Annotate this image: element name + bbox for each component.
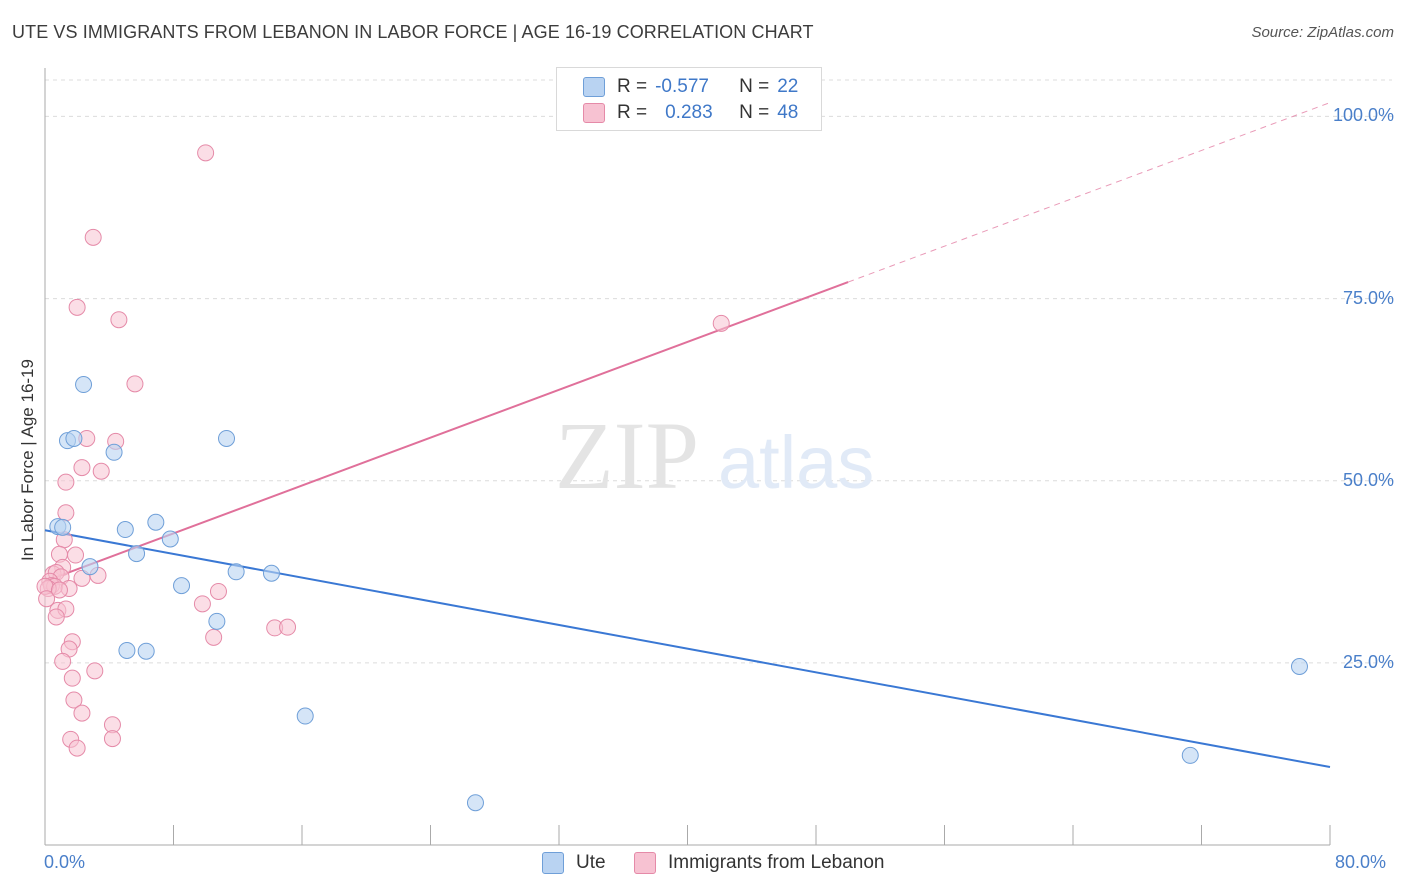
point-lebanon[interactable]: [47, 608, 65, 626]
point-ute[interactable]: [208, 612, 226, 630]
point-ute[interactable]: [118, 641, 136, 659]
series-legend-ute-label: Ute: [576, 852, 606, 873]
legend-n-label: N =: [739, 102, 770, 123]
point-lebanon[interactable]: [73, 569, 91, 587]
point-lebanon[interactable]: [126, 375, 144, 393]
point-lebanon[interactable]: [57, 504, 75, 522]
point-lebanon[interactable]: [63, 669, 81, 687]
point-ute[interactable]: [81, 558, 99, 576]
legend-row-ute: R = -0.577 N = 22: [583, 75, 798, 99]
legend-r-value-lebanon: 0.283: [665, 102, 713, 123]
point-lebanon[interactable]: [92, 462, 110, 480]
point-lebanon[interactable]: [57, 473, 75, 491]
point-lebanon[interactable]: [50, 581, 68, 599]
series-legend: Ute Immigrants from Lebanon: [0, 852, 1406, 878]
x-tick-max: 80.0%: [1335, 852, 1387, 872]
point-lebanon[interactable]: [68, 739, 86, 757]
watermark-atlas: atlas: [718, 421, 874, 504]
point-lebanon[interactable]: [103, 730, 121, 748]
axes: [44, 68, 1331, 846]
point-ute[interactable]: [65, 429, 83, 447]
point-ute[interactable]: [466, 794, 484, 812]
legend-n-value-lebanon: 48: [777, 102, 799, 123]
point-lebanon[interactable]: [38, 590, 56, 608]
point-lebanon[interactable]: [110, 311, 128, 329]
point-ute[interactable]: [105, 443, 123, 461]
source-credit: Source: ZipAtlas.com: [1251, 24, 1394, 41]
point-ute[interactable]: [173, 577, 191, 595]
x-tick-min: 0.0%: [44, 852, 86, 872]
grid-lines: [45, 79, 1392, 664]
stats-legend: R = -0.577 N = 22 R = 0.283 N = 48: [556, 67, 822, 131]
y-tick-label-100: 100.0%: [1332, 105, 1394, 126]
point-ute[interactable]: [227, 563, 245, 581]
point-ute[interactable]: [296, 707, 314, 725]
series-legend-ute[interactable]: Ute: [542, 852, 606, 874]
series-swatch-lebanon: [634, 852, 656, 874]
point-ute[interactable]: [128, 545, 146, 563]
trend-line-ute: [44, 529, 1331, 769]
point-ute[interactable]: [1290, 658, 1308, 675]
point-lebanon[interactable]: [73, 459, 91, 477]
trend-lines: [44, 102, 1331, 769]
point-lebanon[interactable]: [68, 298, 86, 316]
point-lebanon[interactable]: [279, 618, 297, 636]
watermark-zip: ZIP: [555, 402, 699, 509]
point-lebanon[interactable]: [205, 628, 223, 646]
trend-line-lebanon-extension: [847, 102, 1331, 283]
legend-n-value-ute: 22: [777, 76, 799, 97]
legend-r-value-ute: -0.577: [655, 76, 709, 97]
y-tick-label-25: 25.0%: [1342, 651, 1394, 672]
point-ute[interactable]: [1181, 746, 1199, 764]
point-ute[interactable]: [54, 518, 72, 536]
point-ute[interactable]: [147, 513, 165, 531]
point-ute[interactable]: [116, 521, 134, 539]
point-lebanon[interactable]: [84, 228, 102, 246]
point-ute[interactable]: [137, 642, 155, 660]
trend-line-lebanon: [44, 281, 849, 583]
point-ute[interactable]: [262, 564, 280, 582]
point-ute[interactable]: [75, 376, 93, 394]
point-lebanon[interactable]: [209, 582, 227, 600]
point-lebanon[interactable]: [65, 691, 83, 709]
series-legend-lebanon[interactable]: Immigrants from Lebanon: [634, 852, 885, 874]
point-lebanon[interactable]: [67, 546, 85, 564]
legend-r-label: R =: [617, 76, 648, 97]
legend-swatch-lebanon: [583, 103, 605, 123]
y-tick-label-50: 50.0%: [1342, 469, 1394, 490]
point-lebanon[interactable]: [86, 662, 104, 680]
point-lebanon[interactable]: [712, 314, 730, 332]
point-ute[interactable]: [161, 530, 179, 548]
chart-title: UTE VS IMMIGRANTS FROM LEBANON IN LABOR …: [12, 22, 814, 42]
legend-row-lebanon: R = 0.283 N = 48: [583, 101, 798, 125]
series-swatch-ute: [542, 852, 564, 874]
point-ute[interactable]: [218, 429, 236, 447]
watermark: ZIP atlas: [555, 402, 874, 509]
series-legend-lebanon-label: Immigrants from Lebanon: [668, 852, 885, 873]
legend-n-label: N =: [739, 76, 770, 97]
y-tick-label-75: 75.0%: [1342, 287, 1394, 308]
legend-swatch-ute: [583, 77, 605, 97]
point-lebanon[interactable]: [73, 704, 91, 722]
point-lebanon[interactable]: [197, 144, 215, 162]
legend-r-label: R =: [617, 102, 648, 123]
data-points: [36, 144, 1308, 812]
point-lebanon[interactable]: [193, 595, 211, 613]
point-lebanon[interactable]: [54, 652, 72, 670]
